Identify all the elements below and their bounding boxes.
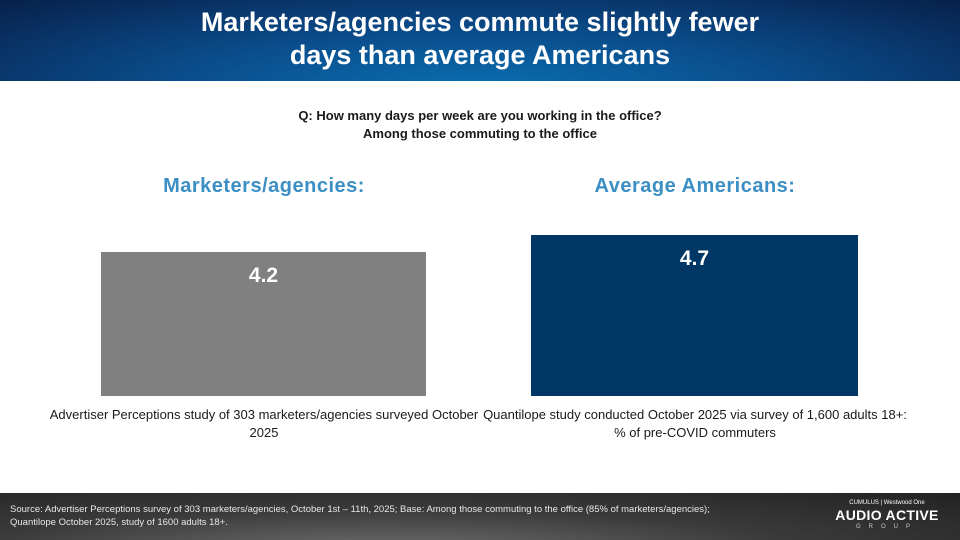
header-banner: Marketers/agencies commute slightly fewe… xyxy=(0,0,960,81)
category-label-americans: Average Americans: xyxy=(594,175,796,197)
logo-sub-text: GROUP xyxy=(855,524,918,530)
title-line-1: Marketers/agencies commute slightly fewe… xyxy=(200,7,760,37)
category-label-marketers: Marketers/agencies: xyxy=(163,175,365,197)
bar-value-label: 4.7 xyxy=(679,247,710,270)
audio-active-group-logo: CUMULUS | Westwood One AUDIO ACTIVE GROU… xyxy=(832,499,942,532)
source-note: Source: Advertiser Perceptions survey of… xyxy=(10,504,710,528)
logo-main-text: AUDIO ACTIVE xyxy=(835,507,939,523)
question-line-1: Q: How many days per week are you workin… xyxy=(298,108,662,123)
bar-americans: 4.7 xyxy=(531,235,858,396)
survey-question: Q: How many days per week are you workin… xyxy=(0,107,960,143)
caption-americans: Quantilope study conducted October 2025 … xyxy=(483,407,907,440)
slide-title: Marketers/agencies commute slightly fewe… xyxy=(0,6,960,72)
logo-top-text: CUMULUS | Westwood One xyxy=(849,500,925,506)
caption-marketers: Advertiser Perceptions study of 303 mark… xyxy=(49,407,479,440)
bar-value-label: 4.2 xyxy=(248,264,279,288)
bar-marketers: 4.2 xyxy=(101,252,426,396)
title-line-2: days than average Americans xyxy=(289,40,671,70)
footer: Source: Advertiser Perceptions survey of… xyxy=(0,493,960,540)
question-line-2: Among those commuting to the office xyxy=(363,126,597,141)
